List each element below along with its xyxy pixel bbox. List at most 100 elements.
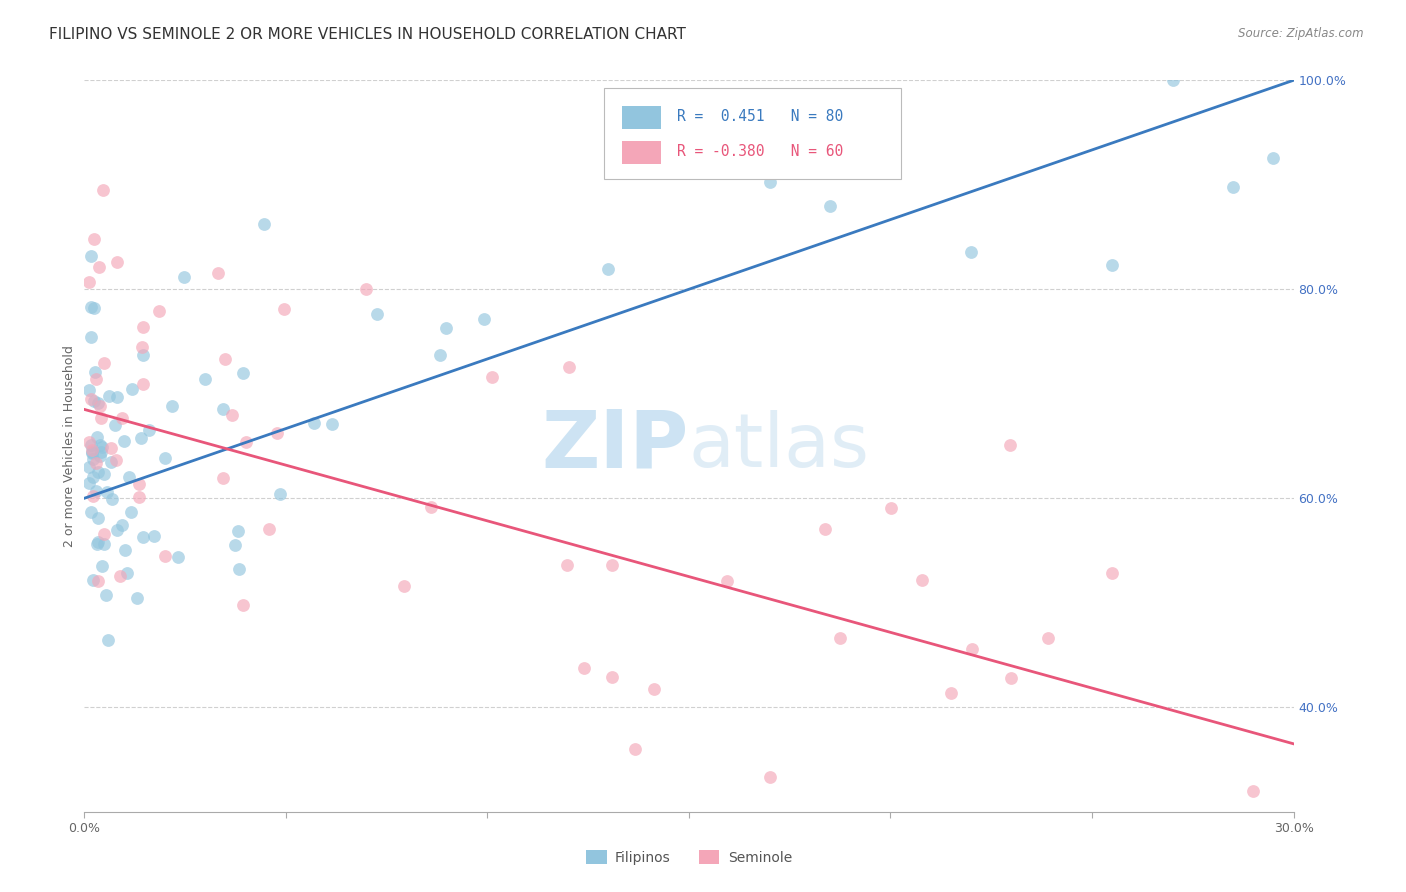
Point: [226, 524, 249, 538]
Point: [212, 401, 235, 416]
Point: [472, 312, 495, 326]
Point: [273, 302, 295, 317]
Point: [100, 442, 122, 456]
Point: [1161, 73, 1184, 87]
Point: [132, 348, 155, 362]
Point: [252, 217, 274, 231]
Point: [84, 483, 107, 498]
Point: [82, 489, 104, 503]
Point: [90, 444, 112, 458]
Point: [93, 537, 115, 551]
Point: [624, 742, 647, 756]
Point: [91, 183, 114, 197]
Point: [94, 588, 117, 602]
Point: [87, 395, 110, 409]
Point: [1036, 631, 1059, 645]
Point: [80, 300, 103, 314]
Point: [138, 423, 160, 437]
Point: [91, 440, 114, 454]
Point: [132, 377, 155, 392]
Legend: Filipinos, Seminole: Filipinos, Seminole: [581, 845, 797, 871]
Point: [108, 569, 131, 583]
Point: [321, 417, 343, 432]
Text: atlas: atlas: [689, 409, 870, 483]
Point: [127, 591, 149, 605]
Point: [87, 535, 110, 549]
Point: [232, 598, 254, 612]
Point: [86, 574, 108, 589]
Point: [643, 682, 665, 697]
Point: [93, 356, 115, 370]
Text: R = -0.380   N = 60: R = -0.380 N = 60: [676, 144, 844, 159]
Point: [96, 484, 118, 499]
Point: [82, 452, 104, 467]
Point: [80, 330, 103, 344]
Point: [160, 400, 183, 414]
Point: [121, 383, 143, 397]
Point: [173, 270, 195, 285]
Point: [574, 661, 596, 675]
Point: [86, 456, 108, 470]
Point: [93, 467, 115, 481]
Point: [481, 370, 503, 384]
Point: [87, 466, 110, 480]
Bar: [623, 141, 661, 164]
Point: [100, 455, 122, 469]
Point: [86, 537, 108, 551]
Point: [1222, 180, 1244, 194]
Y-axis label: 2 or more Vehicles in Household: 2 or more Vehicles in Household: [63, 345, 76, 547]
Point: [89, 438, 111, 452]
Point: [166, 549, 188, 564]
Point: [77, 459, 100, 474]
Point: [77, 276, 100, 290]
Point: [80, 443, 103, 458]
Point: [257, 522, 280, 536]
Point: [148, 303, 170, 318]
Point: [1000, 671, 1022, 685]
Point: [82, 469, 104, 483]
Point: [86, 372, 108, 386]
Point: [1101, 258, 1123, 272]
Point: [105, 523, 128, 537]
Point: [214, 352, 236, 367]
Point: [153, 450, 176, 465]
Point: [224, 538, 246, 552]
Point: [128, 476, 150, 491]
Point: [880, 501, 903, 516]
Point: [89, 399, 111, 413]
Point: [114, 434, 136, 449]
Point: [80, 505, 103, 519]
Point: [960, 245, 983, 260]
Point: [818, 199, 841, 213]
FancyBboxPatch shape: [605, 87, 901, 179]
Point: [998, 437, 1021, 451]
Point: [716, 574, 738, 589]
Point: [1263, 151, 1285, 165]
Point: [221, 408, 243, 422]
Point: [231, 366, 253, 380]
Point: [960, 642, 983, 657]
Point: [758, 175, 780, 189]
Bar: [623, 106, 661, 129]
Point: [356, 282, 378, 296]
Point: [558, 360, 581, 375]
Point: [111, 411, 134, 425]
Point: [83, 301, 105, 316]
Point: [89, 449, 111, 463]
Point: [392, 579, 415, 593]
Point: [101, 491, 124, 506]
Point: [79, 383, 101, 397]
Point: [80, 392, 103, 407]
Point: [830, 631, 852, 645]
Point: [120, 505, 142, 519]
Point: [194, 372, 217, 386]
Point: [419, 500, 441, 514]
Point: [598, 262, 620, 277]
Point: [80, 445, 103, 459]
Point: [80, 446, 103, 460]
Point: [207, 266, 229, 280]
Point: [80, 249, 103, 263]
Point: [212, 471, 235, 485]
Point: [434, 321, 457, 335]
Point: [131, 340, 153, 354]
